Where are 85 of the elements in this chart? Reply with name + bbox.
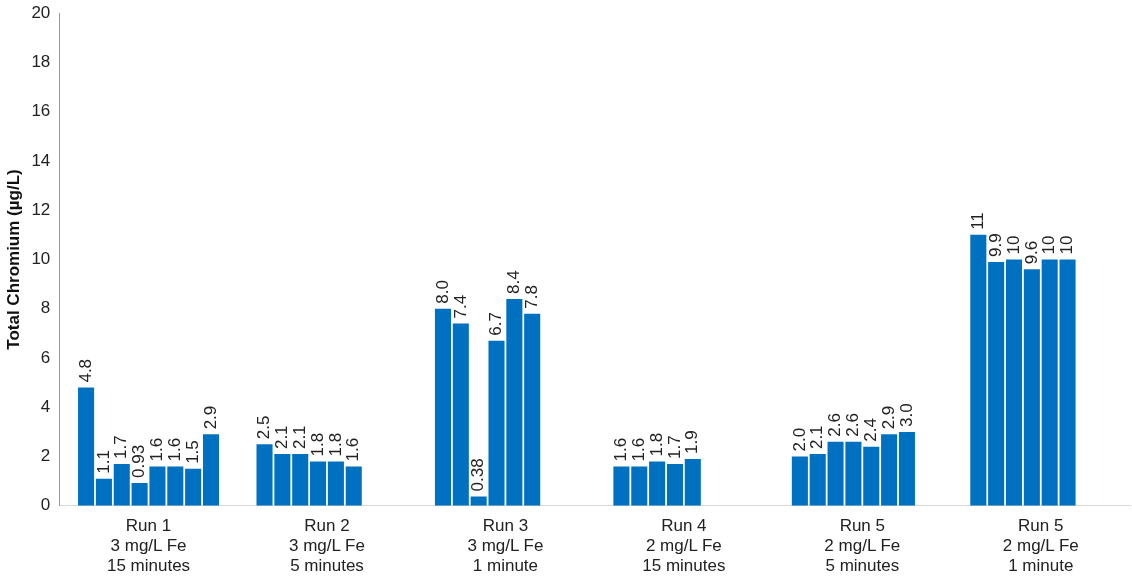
bar <box>684 459 701 506</box>
y-tick-label: 6 <box>40 347 51 367</box>
bar <box>613 466 630 506</box>
data-label: 9.9 <box>985 233 1005 257</box>
y-axis-title: Total Chromium (µg/L) <box>3 169 23 350</box>
data-label: 2.9 <box>878 405 898 430</box>
data-label: 1.9 <box>682 430 702 454</box>
data-label: 1.8 <box>646 432 666 457</box>
x-tick-label: Run 2 3 mg/L Fe 5 minutes <box>289 515 365 576</box>
data-label: 11 <box>968 212 988 230</box>
data-label: 2.9 <box>200 405 220 430</box>
bar <box>631 466 648 506</box>
data-label: 10 <box>1057 235 1077 255</box>
bar <box>434 308 451 506</box>
data-label: 2.1 <box>272 425 292 450</box>
x-tick-label: Run 4 2 mg/L Fe 15 minutes <box>642 515 726 576</box>
data-label: 3.0 <box>896 403 916 427</box>
data-label: 1.6 <box>164 437 184 462</box>
data-label: 2.0 <box>789 427 809 452</box>
bar <box>666 463 683 506</box>
data-label: 2.1 <box>289 425 309 450</box>
bar <box>1005 259 1023 506</box>
bar <box>649 461 666 506</box>
data-label: 2.6 <box>843 413 863 437</box>
bar <box>898 431 915 506</box>
bar <box>78 387 95 506</box>
x-tick-label: Run 5 2 mg/L Fe 1 minute <box>1002 515 1079 576</box>
bar <box>310 461 327 506</box>
y-tick-label: 10 <box>31 249 51 269</box>
data-label: 8.0 <box>432 280 452 304</box>
data-label: 1.6 <box>147 437 167 462</box>
bar <box>185 468 202 506</box>
y-tick-label: 0 <box>40 495 51 515</box>
data-label: 8.4 <box>504 270 524 294</box>
data-label: 2.4 <box>860 418 880 442</box>
data-label: 1.6 <box>343 437 363 462</box>
data-label: 1.8 <box>307 432 327 457</box>
y-tick-label: 4 <box>40 396 51 416</box>
bar <box>202 434 220 506</box>
y-tick-label: 20 <box>31 2 51 22</box>
y-tick-label: 16 <box>31 101 51 121</box>
bar <box>881 434 898 506</box>
bar <box>1059 259 1076 506</box>
data-label: 6.7 <box>486 312 506 336</box>
data-label: 1.7 <box>111 435 131 459</box>
data-label: 1.6 <box>611 437 631 462</box>
data-label: 1.5 <box>182 440 202 464</box>
bar <box>1023 269 1040 506</box>
data-label: 1.7 <box>664 435 684 459</box>
data-label: 10 <box>1003 235 1023 255</box>
data-label: 1.6 <box>628 437 648 462</box>
data-label: 2.6 <box>825 413 845 437</box>
bar <box>988 261 1005 506</box>
data-label: 0.38 <box>468 458 488 492</box>
bar <box>452 323 469 506</box>
x-tick-label: Run 3 3 mg/L Fe 1 minute <box>467 515 544 576</box>
y-tick-label: 18 <box>31 52 51 72</box>
bar <box>970 234 987 506</box>
data-label: 1.8 <box>325 432 345 457</box>
data-label: 9.6 <box>1021 240 1041 265</box>
bar <box>292 454 309 506</box>
bar <box>1041 259 1058 506</box>
x-tick-label: Run 1 3 mg/L Fe 15 minutes <box>106 515 191 576</box>
data-label: 4.8 <box>75 358 95 383</box>
data-label: 10 <box>1039 235 1059 255</box>
y-tick-label: 12 <box>31 199 51 219</box>
bar <box>863 446 880 506</box>
data-label: 2.1 <box>807 425 827 450</box>
data-label: 0.93 <box>129 444 149 478</box>
bar <box>791 456 808 506</box>
data-label: 1.1 <box>93 450 113 474</box>
bar <box>809 454 826 506</box>
data-label: 2.5 <box>254 415 274 440</box>
bar <box>167 466 184 506</box>
bar <box>113 463 130 506</box>
data-label: 7.8 <box>521 285 541 309</box>
bar <box>345 466 362 506</box>
bar <box>95 478 112 506</box>
y-tick-label: 2 <box>40 446 51 466</box>
data-label: 7.4 <box>450 294 470 319</box>
y-tick-label: 14 <box>31 150 51 170</box>
bar <box>524 313 541 506</box>
y-tick-label: 8 <box>40 298 51 318</box>
x-tick-label: Run 5 2 mg/L Fe 5 minutes <box>824 515 901 576</box>
bar <box>327 461 344 506</box>
